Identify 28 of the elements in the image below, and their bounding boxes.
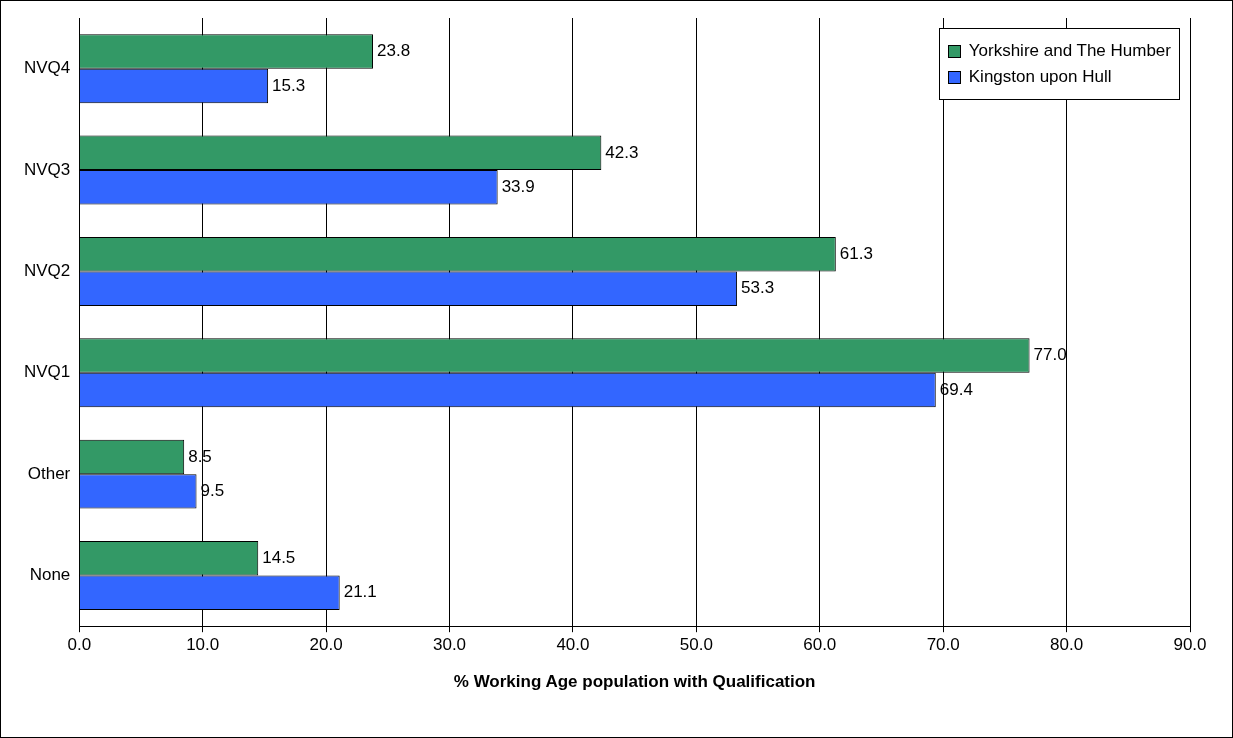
y-tick-label: NVQ2	[24, 261, 71, 281]
x-tick-label: 80.0	[1050, 635, 1084, 655]
data-label: 23.8	[377, 41, 411, 61]
x-tick-label: 20.0	[309, 635, 343, 655]
y-tick-label: NVQ4	[24, 58, 71, 78]
x-tick-label: 50.0	[679, 635, 713, 655]
x-tick-label: 30.0	[432, 635, 467, 655]
legend-label: Kingston upon Hull	[968, 67, 1112, 87]
data-label: 15.3	[272, 75, 306, 95]
x-axis-title: % Working Age population with Qualification	[453, 672, 816, 692]
y-tick-label: NVQ3	[24, 159, 71, 179]
data-label: 77.0	[1033, 345, 1067, 365]
x-tick-label: 0.0	[67, 635, 92, 655]
y-tick-label: NVQ1	[24, 362, 71, 382]
x-tick-label: 70.0	[926, 635, 960, 655]
y-tick-label: None	[29, 565, 71, 585]
data-label: 14.5	[262, 547, 296, 567]
data-label: 33.9	[501, 176, 535, 196]
legend-label: Yorkshire and The Humber	[968, 41, 1171, 61]
x-tick-label: 60.0	[803, 635, 837, 655]
y-tick-label: Other	[27, 463, 71, 483]
data-label: 53.3	[741, 278, 775, 298]
data-label: 42.3	[605, 142, 639, 162]
data-label: 61.3	[839, 243, 873, 263]
x-tick-label: 90.0	[1173, 635, 1207, 655]
x-tick-label: 40.0	[556, 635, 590, 655]
data-label: 21.1	[343, 582, 377, 602]
x-tick-label: 10.0	[186, 635, 220, 655]
